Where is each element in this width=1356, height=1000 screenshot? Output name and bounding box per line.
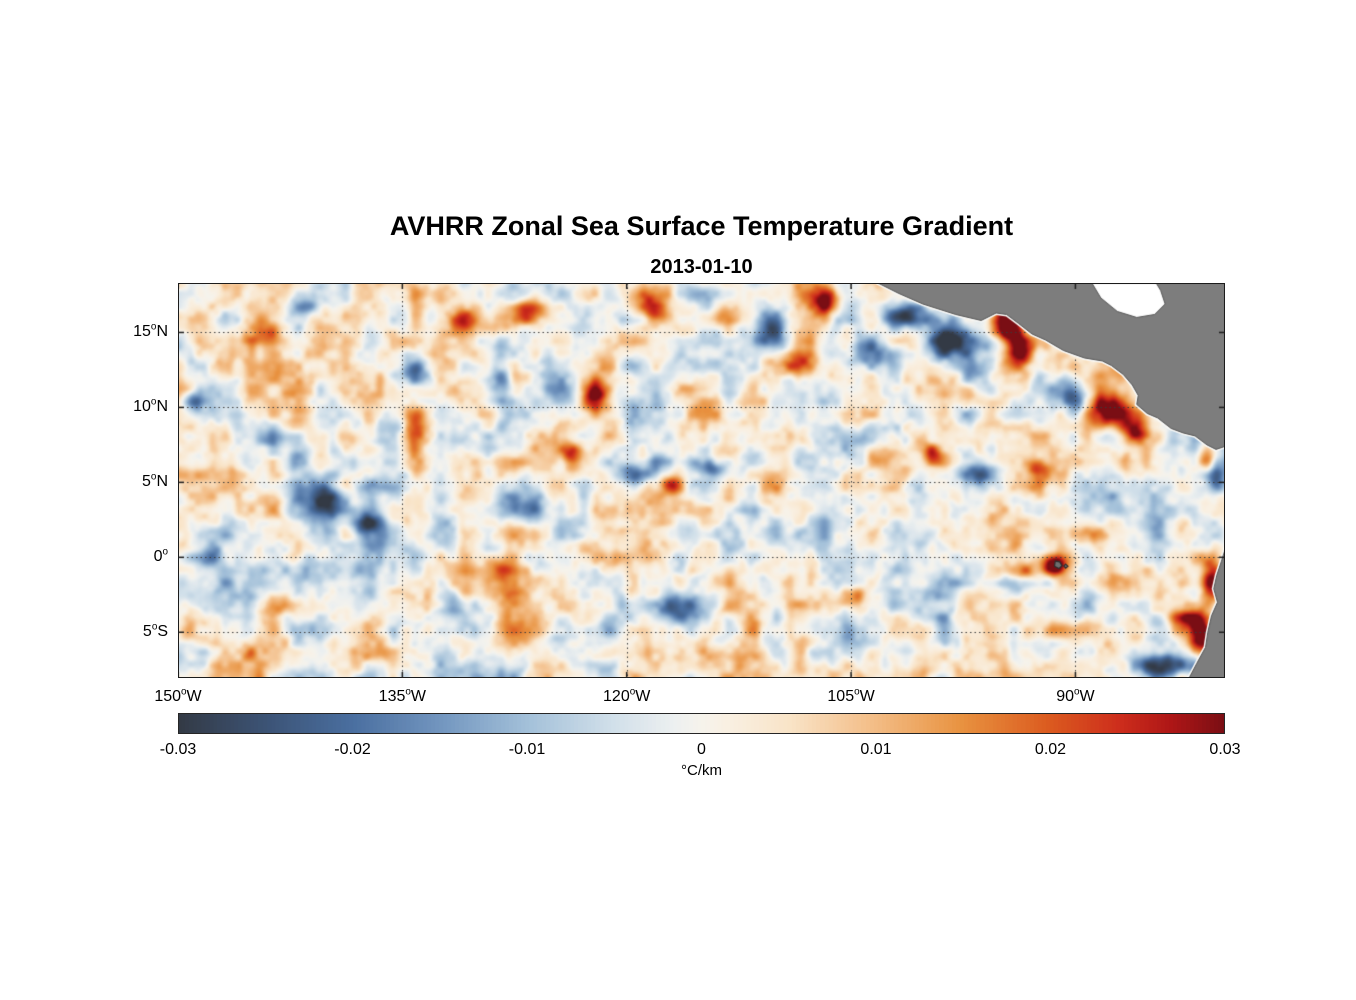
degree-mark: o (181, 686, 187, 698)
colorbar-tick-label: -0.02 (334, 741, 371, 758)
y-tick-label: 5oN (142, 472, 168, 491)
degree-mark: o (151, 621, 158, 633)
degree-mark: o (629, 686, 636, 698)
degree-mark: o (405, 686, 411, 698)
map-plot-area (178, 283, 1225, 678)
x-tick-label: 120oW (603, 686, 651, 705)
colorbar (178, 713, 1225, 734)
colorbar-gradient (178, 713, 1225, 734)
degree-mark: o (854, 686, 860, 698)
sst-gradient-heatmap (178, 283, 1225, 678)
x-tick-label: 135oW (378, 686, 426, 705)
colorbar-tick-label: 0.02 (1034, 741, 1067, 758)
colorbar-units-label: °C/km (681, 762, 722, 779)
degree-mark: o (150, 397, 157, 409)
degree-mark: o (150, 322, 157, 334)
y-tick-label: 10oN (133, 397, 168, 416)
y-tick-label: 5oS (142, 621, 168, 641)
x-tick-label: 90oW (1056, 686, 1095, 705)
y-tick-label: 15oN (133, 322, 168, 341)
colorbar-tick-label: 0.03 (1209, 741, 1241, 758)
x-tick-label: 150oW (154, 686, 202, 705)
colorbar-tick-label: -0.03 (159, 741, 197, 758)
degree-mark: o (162, 546, 168, 558)
x-tick-label: 105oW (827, 686, 875, 705)
chart-title: AVHRR Zonal Sea Surface Temperature Grad… (389, 211, 1014, 241)
colorbar-tick-label: 0.01 (860, 741, 892, 758)
chart-subtitle: 2013-01-10 (650, 256, 753, 278)
degree-mark: o (150, 472, 157, 484)
y-tick-label: 0o (153, 546, 168, 566)
degree-mark: o (1074, 686, 1080, 698)
colorbar-tick-label: -0.01 (508, 741, 546, 758)
colorbar-tick-label: 0 (697, 741, 706, 758)
